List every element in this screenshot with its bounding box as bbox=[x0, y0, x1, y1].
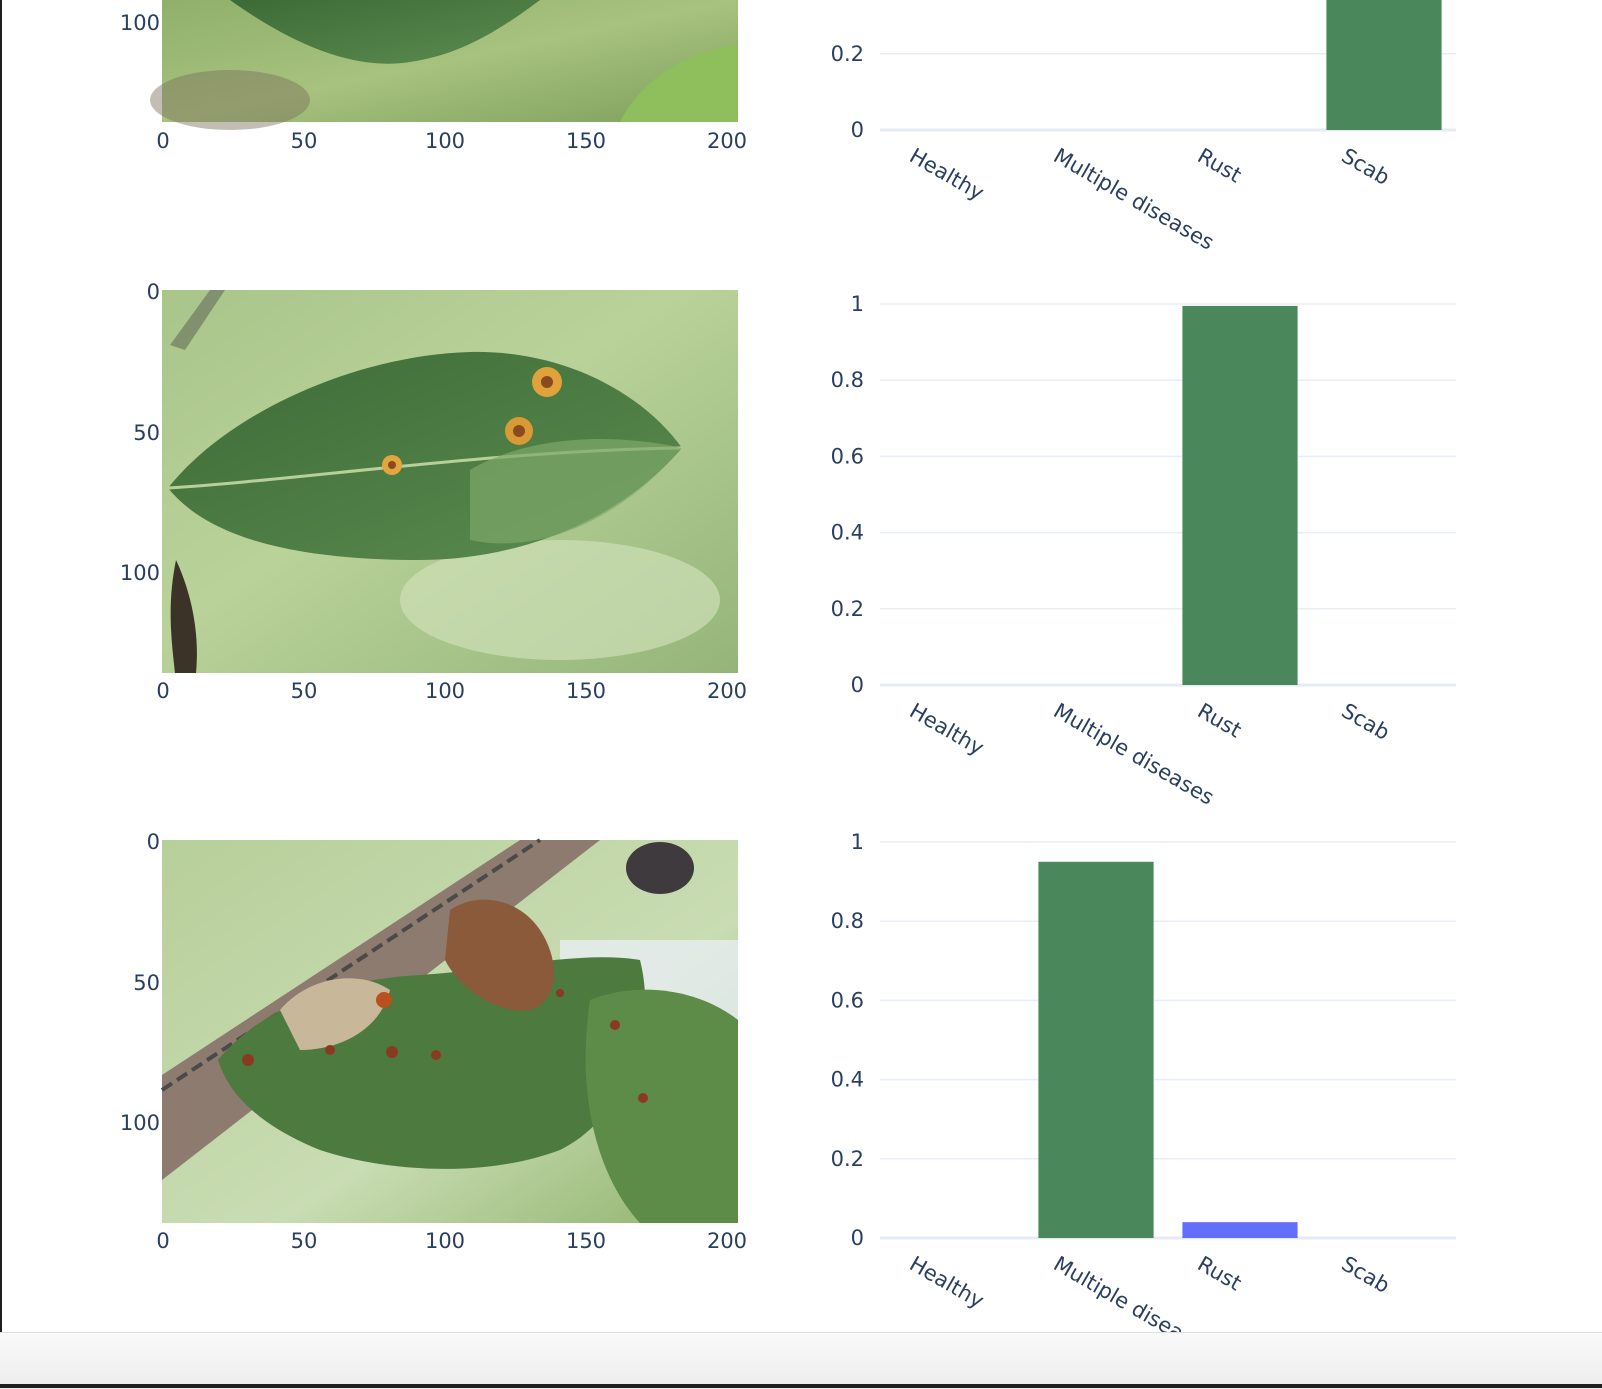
y-tick-label: 0.2 bbox=[831, 597, 864, 621]
image-x-axis-1: 0 50 100 150 200 bbox=[156, 129, 747, 153]
y-tick-label: 0.2 bbox=[831, 42, 864, 66]
image-x-tick-label: 200 bbox=[707, 1229, 747, 1253]
bar-multiple-diseases bbox=[1038, 861, 1154, 1238]
image-y-tick-label: 50 bbox=[133, 971, 160, 995]
y-tick-label: 0.6 bbox=[831, 988, 864, 1012]
x-tick-label: Rust bbox=[1194, 144, 1246, 188]
image-y-tick-label: 0 bbox=[147, 830, 160, 854]
image-x-tick-label: 50 bbox=[291, 1229, 318, 1253]
image-y-tick-label: 0 bbox=[147, 280, 160, 304]
x-tick-label: Rust bbox=[1194, 1252, 1246, 1296]
image-x-tick-label: 100 bbox=[425, 1229, 465, 1253]
sample-row-2: 0 50 100 0 50 100 150 200 00.20.40.60.81… bbox=[120, 280, 1456, 810]
image-x-tick-label: 100 bbox=[425, 679, 465, 703]
y-tick-label: 0.2 bbox=[831, 1147, 864, 1171]
image-x-tick-label: 0 bbox=[156, 129, 169, 153]
x-tick-label: Rust bbox=[1194, 699, 1246, 743]
image-y-tick-label: 50 bbox=[133, 421, 160, 445]
probability-bar-chart-2: 0 0.2 0.4 0.6 0.8 1 Healthy Multiple diseasesRu… bbox=[831, 292, 1456, 810]
leaf-image-2 bbox=[162, 290, 738, 673]
image-x-tick-label: 0 bbox=[156, 679, 169, 703]
x-tick-label: Scab bbox=[1338, 1252, 1394, 1298]
leaf-image-1 bbox=[150, 0, 738, 130]
image-x-tick-label: 100 bbox=[425, 129, 465, 153]
x-tick-label: Healthy bbox=[906, 1252, 988, 1313]
bottom-status-bar bbox=[0, 1332, 1602, 1389]
image-x-tick-label: 50 bbox=[291, 679, 318, 703]
image-x-tick-label: 150 bbox=[566, 1229, 606, 1253]
x-tick-label: Scab bbox=[1338, 699, 1394, 745]
sample-row-1: 100 0 50 100 150 200 0 0.2 Healthy Multiple… bbox=[120, 0, 1456, 255]
image-x-tick-label: 0 bbox=[156, 1229, 169, 1253]
bar-scab bbox=[1326, 0, 1442, 130]
y-tick-label: 0 bbox=[851, 1226, 864, 1250]
window-left-border bbox=[0, 0, 2, 1388]
y-tick-label: 0.6 bbox=[831, 444, 864, 468]
leaf-image-3 bbox=[160, 838, 738, 1223]
bar-rust bbox=[1182, 305, 1298, 685]
x-tick-label: Healthy bbox=[906, 699, 988, 760]
image-x-tick-label: 200 bbox=[707, 129, 747, 153]
image-y-axis-3: 0 50 100 bbox=[120, 830, 160, 1135]
y-tick-label: 0.8 bbox=[831, 909, 864, 933]
image-x-axis-3: 0 50 100 150 200 bbox=[156, 1229, 747, 1253]
x-tick-label: Scab bbox=[1338, 144, 1394, 190]
y-tick-label: 0.4 bbox=[831, 521, 864, 545]
y-tick-label: 1 bbox=[851, 830, 864, 854]
x-tick-label: Multiple diseases bbox=[1050, 144, 1219, 255]
image-y-tick-label: 100 bbox=[120, 1111, 160, 1135]
image-x-axis-2: 0 50 100 150 200 bbox=[156, 679, 747, 703]
x-tick-label: Multiple diseases bbox=[1050, 699, 1219, 810]
y-tick-label: 0 bbox=[851, 673, 864, 697]
image-y-axis-1: 100 bbox=[120, 11, 160, 35]
image-y-tick-label: 100 bbox=[120, 11, 160, 35]
y-tick-label: 1 bbox=[851, 292, 864, 316]
window-bottom-border bbox=[0, 1384, 1602, 1388]
y-tick-label: 0 bbox=[851, 118, 864, 142]
image-y-tick-label: 100 bbox=[120, 561, 160, 585]
image-x-tick-label: 200 bbox=[707, 679, 747, 703]
image-y-axis-2: 0 50 100 bbox=[120, 280, 160, 585]
sample-row-3: 0 50 100 0 50 100 150 200 00.20.40.60.81… bbox=[120, 830, 1456, 1363]
y-tick-label: 0.4 bbox=[831, 1068, 864, 1092]
image-x-tick-label: 150 bbox=[566, 129, 606, 153]
image-x-tick-label: 50 bbox=[291, 129, 318, 153]
image-x-tick-label: 150 bbox=[566, 679, 606, 703]
bar-rust bbox=[1182, 1222, 1298, 1238]
x-tick-label: Healthy bbox=[906, 144, 988, 205]
y-tick-label: 0.8 bbox=[831, 368, 864, 392]
